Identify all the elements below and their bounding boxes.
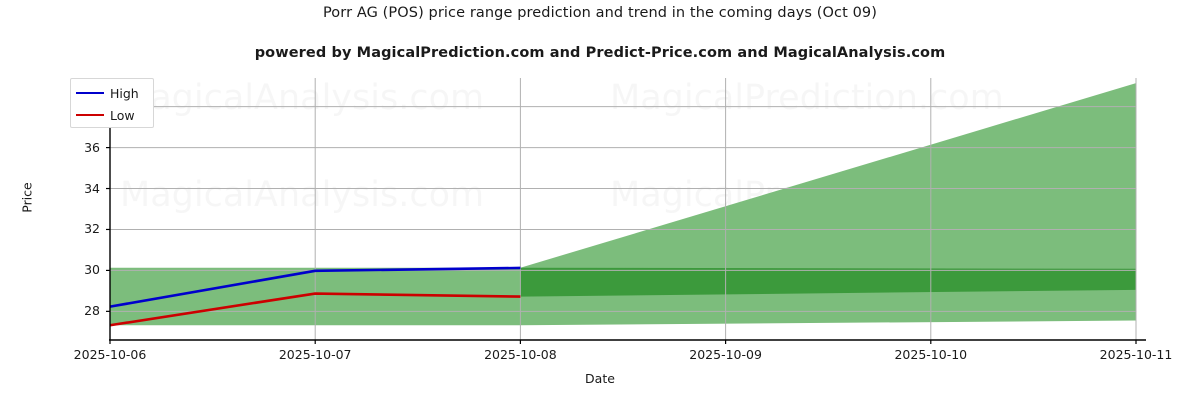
legend-item-high: High [76,82,153,104]
chart-legend: High Low [70,78,154,128]
series-lines-group [109,266,521,327]
chart-title: Porr AG (POS) price range prediction and… [322,5,878,21]
chart-subtitle: powered by MagicalPrediction.com and Pre… [254,45,946,61]
x-tick-label: 2025-10-10 [894,347,968,362]
x-tick-label: 2025-10-06 [73,347,147,362]
series-line-high [109,266,521,308]
series-line-low [109,292,521,327]
forecast-outer-band [520,83,1136,326]
gridlines-group [109,78,1137,340]
legend-swatch-high [76,92,104,94]
x-tick-label: 2025-10-11 [1099,347,1173,362]
y-tick-label: 28 [84,303,100,319]
legend-label-low: Low [110,107,135,123]
legend-swatch-low [76,114,104,116]
legend-label-high: High [110,85,139,101]
legend-item-low: Low [76,104,153,126]
y-tick-label: 30 [84,262,100,278]
range-bands-group [110,83,1136,326]
y-tick-label: 32 [84,221,100,237]
y-tick-label: 36 [84,139,100,155]
x-tick-label: 2025-10-08 [484,347,557,362]
x-tick-label: 2025-10-09 [689,347,762,362]
y-axis-title: Price [19,182,35,213]
x-tick-label: 2025-10-07 [278,347,352,362]
x-axis-title: Date [585,371,615,386]
y-tick-label: 34 [84,180,100,196]
forecast-inner-band [520,267,1136,297]
